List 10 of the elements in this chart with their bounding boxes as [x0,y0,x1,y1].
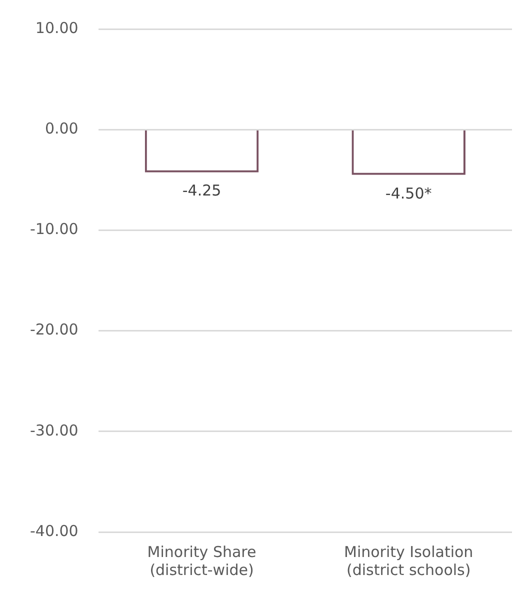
x-tick-label: Minority Isolation (district schools) [344,542,474,579]
y-tick-label: -20.00 [30,320,78,339]
y-tick-label: -10.00 [30,220,78,238]
x-tick-label: Minority Share (district-wide) [147,542,256,579]
y-tick-label: 10.00 [35,18,78,37]
y-tick-label: 0.00 [44,119,78,138]
data-label: -4.25 [182,182,222,200]
y-tick-label: -40.00 [30,522,78,540]
data-label: -4.50* [385,184,432,202]
y-tick-label: -30.00 [30,421,78,440]
